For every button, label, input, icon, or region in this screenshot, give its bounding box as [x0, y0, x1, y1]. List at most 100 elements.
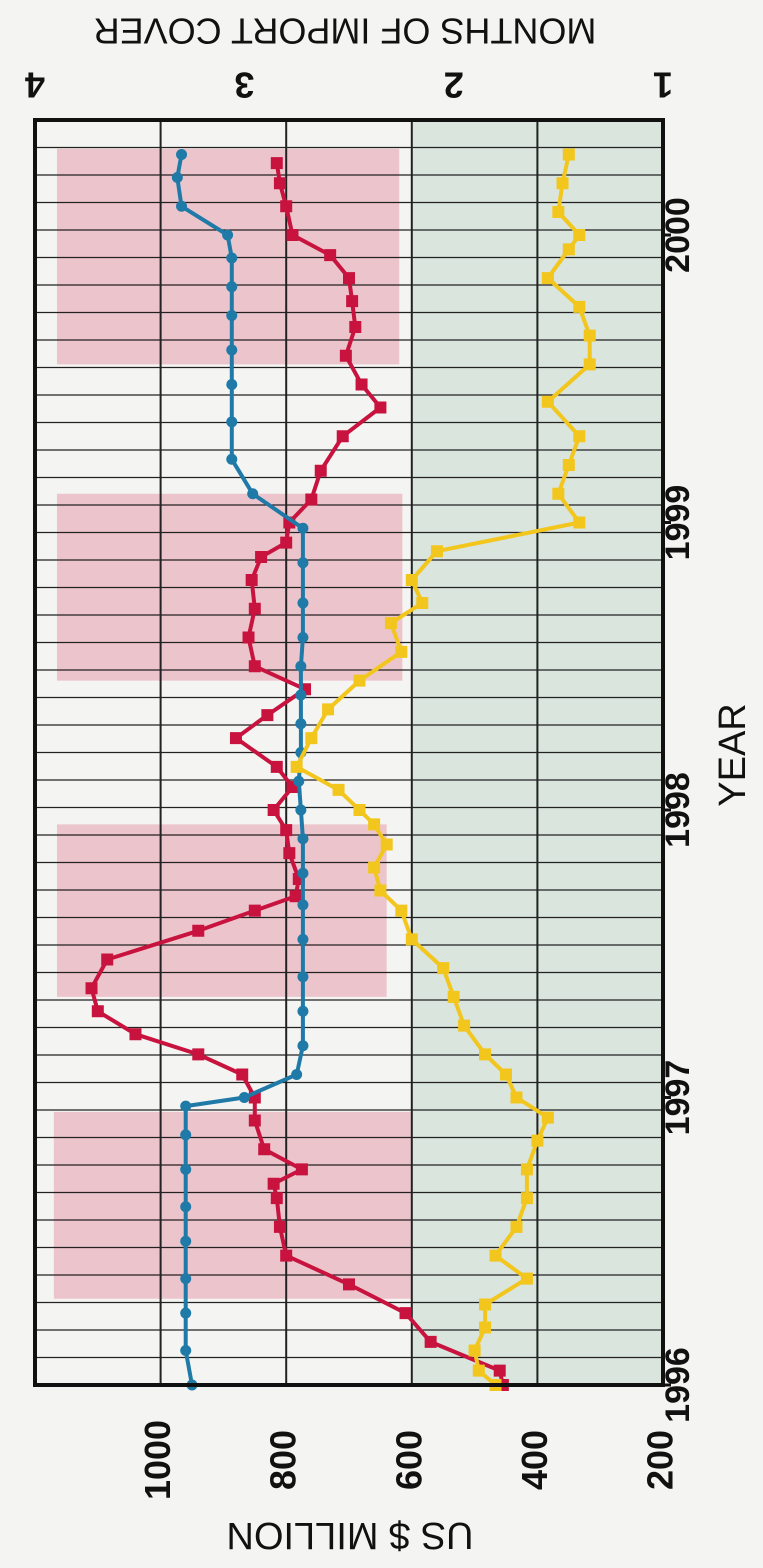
series-point [226, 252, 238, 264]
series-point [374, 401, 387, 414]
series-point [343, 272, 355, 285]
series-point [270, 1192, 283, 1205]
series-point [258, 1143, 271, 1156]
series-point [395, 904, 408, 917]
series-point [289, 890, 302, 903]
series-point [180, 1129, 192, 1141]
series-point [273, 1220, 286, 1233]
series-point [295, 1163, 308, 1176]
series-point [295, 718, 307, 730]
series-point [573, 229, 586, 241]
series-point [226, 281, 238, 293]
series-point [280, 200, 293, 213]
series-point [297, 632, 309, 643]
series-point [91, 1005, 104, 1018]
series-point [556, 177, 569, 190]
series-point [291, 1069, 303, 1080]
series-point [510, 1220, 523, 1233]
left-axis-title: US $ MILLION [226, 1514, 473, 1556]
series-point [229, 732, 242, 745]
series-point [129, 1028, 142, 1041]
series-line-1 [89, 162, 505, 1386]
series-point [437, 962, 450, 975]
series-point [180, 1273, 192, 1285]
plot-area [33, 118, 665, 1391]
series-point [85, 982, 98, 995]
left-y-tick-label: 600 [388, 1430, 429, 1490]
series-point [424, 1335, 437, 1348]
series-point [405, 574, 418, 586]
series-point [541, 1111, 554, 1124]
series-point [238, 1092, 250, 1103]
series-point [531, 1134, 544, 1147]
series-point [248, 1091, 261, 1104]
series-point [305, 493, 318, 506]
series-point [297, 867, 309, 879]
series-point [489, 1249, 502, 1262]
series-point [293, 775, 305, 787]
series-point [520, 1192, 533, 1205]
series-point [346, 295, 359, 308]
series-point [583, 329, 596, 342]
series-point [479, 1048, 492, 1061]
series-point [573, 430, 586, 443]
series-point [368, 818, 381, 831]
left-y-tick-label: 200 [640, 1430, 681, 1490]
series-point [500, 1068, 512, 1081]
series-point [562, 459, 575, 471]
series-point [180, 1100, 192, 1112]
series-point [261, 709, 274, 722]
series-point [541, 272, 554, 285]
left-y-tick-label: 1000 [137, 1420, 178, 1500]
series-point [180, 1163, 192, 1175]
series-point [255, 551, 268, 563]
series-point [395, 645, 408, 658]
series-point [226, 416, 238, 428]
shaded-band [56, 824, 387, 997]
right-y-tick-label: 1 [653, 64, 673, 105]
series-point [368, 861, 381, 874]
plot-frame [33, 118, 665, 1387]
right-y-tick-label: 3 [234, 64, 254, 105]
series-point [510, 1091, 523, 1104]
series-point [283, 847, 296, 860]
series-point [270, 760, 283, 773]
series-point [222, 229, 234, 241]
series-point [493, 1364, 506, 1377]
series-point [520, 1272, 533, 1285]
right-y-tick-label: 4 [25, 64, 45, 105]
series-point [270, 157, 283, 170]
series-point [297, 899, 309, 911]
series-point [290, 760, 303, 773]
series-point [295, 689, 307, 701]
series-point [286, 229, 299, 241]
series-point [552, 206, 565, 218]
series-point [297, 1005, 309, 1017]
series-point [180, 1235, 192, 1247]
shaded-band [53, 1111, 412, 1299]
series-point [273, 177, 286, 190]
series-point [468, 1344, 481, 1357]
series-point [305, 732, 318, 745]
series-point [280, 1249, 293, 1262]
series-point [353, 804, 366, 816]
series-point [324, 249, 337, 262]
series-point [297, 597, 309, 609]
series-point [247, 488, 259, 500]
series-point [267, 804, 280, 816]
series-point [280, 824, 293, 837]
series-point [384, 617, 397, 630]
series-point [280, 536, 293, 549]
series-point [314, 464, 327, 477]
series-point [295, 660, 307, 672]
series-point [562, 148, 575, 161]
series-point [380, 838, 393, 851]
series-point [297, 557, 309, 569]
series-point [343, 1278, 355, 1291]
series-point [297, 971, 309, 983]
series-point [226, 344, 238, 356]
series-point [520, 1163, 533, 1176]
series-point [297, 933, 309, 945]
